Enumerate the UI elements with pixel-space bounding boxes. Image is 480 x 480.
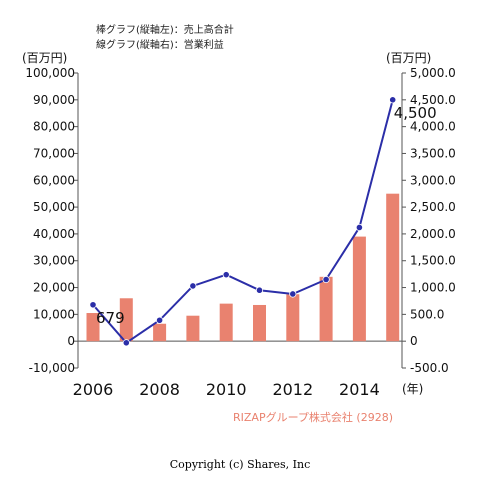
line-point	[222, 271, 230, 279]
line-point	[89, 301, 97, 309]
legend-line-label: 線グラフ(縦軸右)：営業利益	[96, 40, 224, 51]
x-tick-label: 2010	[206, 380, 247, 399]
line-point	[389, 96, 397, 104]
data-label: 4,500	[394, 104, 437, 122]
right-tick-label: 2,500.0	[410, 200, 456, 214]
left-tick-label: -10,000	[29, 361, 75, 375]
bar	[319, 276, 333, 342]
right-tick-label: -500.0	[410, 361, 449, 375]
right-tick-label: 500.0	[410, 307, 444, 321]
bar	[153, 323, 167, 342]
right-axis-unit: (百万円)	[386, 51, 431, 65]
left-tick-label: 40,000	[33, 227, 75, 241]
x-tick-label: 2012	[272, 380, 313, 399]
left-tick-label: 80,000	[33, 120, 75, 134]
left-tick-label: 60,000	[33, 173, 75, 187]
bar	[386, 193, 400, 342]
copyright: Copyright (c) Shares, Inc	[169, 458, 311, 471]
left-tick-label: 30,000	[33, 254, 75, 268]
bar	[253, 304, 266, 342]
x-axis-unit: (年)	[402, 382, 423, 396]
company-label: RIZAPグループ株式会社 (2928)	[233, 411, 393, 424]
left-tick-label: 100,000	[25, 66, 75, 80]
line-point	[255, 286, 264, 294]
right-tick-label: 4,500.0	[410, 93, 456, 107]
right-tick-label: 0	[410, 334, 418, 348]
left-tick-label: 70,000	[33, 146, 75, 160]
right-tick-label: 1,000.0	[410, 281, 456, 295]
left-axis-unit: (百万円)	[22, 51, 67, 65]
right-tick-label: 3,500.0	[410, 146, 456, 160]
left-tick-label: 50,000	[33, 200, 75, 214]
bar	[186, 315, 200, 342]
x-tick-label: 2006	[73, 380, 114, 399]
right-tick-label: 3,000.0	[410, 173, 456, 187]
bar	[219, 303, 233, 342]
x-tick-label: 2014	[339, 380, 380, 399]
line-point	[156, 316, 164, 324]
line-point	[289, 290, 297, 298]
data-label: 679	[96, 309, 125, 327]
bar	[86, 313, 100, 342]
bar	[286, 294, 300, 342]
bar	[119, 298, 133, 342]
line-point	[322, 275, 330, 284]
left-tick-label: 0	[67, 334, 75, 348]
line-point	[189, 282, 197, 290]
x-tick-label: 2008	[139, 380, 180, 399]
left-tick-label: 10,000	[33, 307, 75, 321]
left-tick-label: 20,000	[33, 281, 75, 295]
right-tick-label: 5,000.0	[410, 66, 456, 80]
line-point	[355, 223, 363, 232]
right-tick-label: 2,000.0	[410, 227, 456, 241]
legend: 棒グラフ(縦軸左)：売上高合計 線グラフ(縦軸右)：営業利益	[96, 23, 234, 53]
legend-bar-label: 棒グラフ(縦軸左)：売上高合計	[96, 25, 234, 36]
line-series	[92, 99, 394, 345]
bar	[352, 236, 366, 342]
right-tick-label: 4,000.0	[410, 120, 456, 134]
left-tick-label: 90,000	[33, 93, 75, 107]
right-tick-label: 1,500.0	[410, 254, 456, 268]
line-point	[122, 339, 130, 347]
